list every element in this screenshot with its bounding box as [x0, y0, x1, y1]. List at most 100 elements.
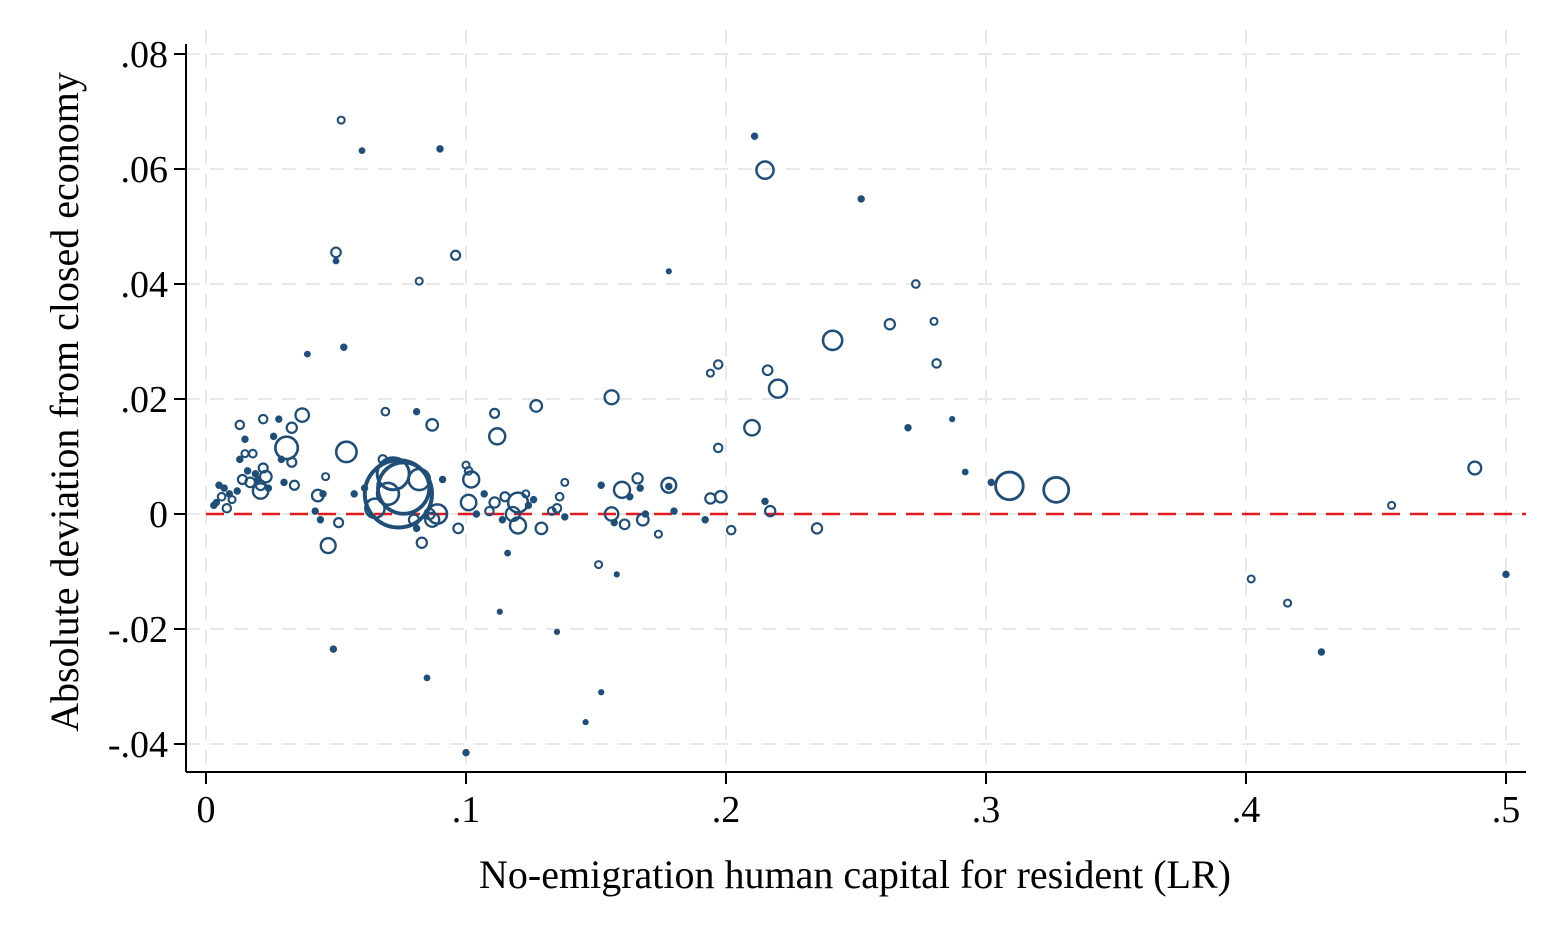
data-point [755, 160, 775, 180]
data-point [321, 472, 331, 482]
data-point [333, 517, 345, 529]
data-points [210, 115, 1510, 757]
data-point [987, 478, 995, 487]
data-point [961, 468, 969, 476]
data-point [750, 132, 759, 140]
y-tick-label: .06 [121, 149, 169, 191]
data-point [488, 496, 501, 509]
data-point [618, 518, 631, 531]
data-point [712, 442, 724, 454]
data-point [462, 748, 470, 757]
data-point [1246, 574, 1256, 584]
data-point [713, 489, 728, 504]
data-point [594, 560, 604, 570]
data-point [240, 449, 250, 459]
x-axis-title: No-emigration human capital for resident… [479, 852, 1231, 897]
data-point [810, 522, 824, 535]
data-point [459, 493, 478, 512]
data-point [534, 521, 549, 536]
axes: -.04 -.02 0 .02 .04 .06 .08 0 .1 .2 .3 .4 .5 [108, 34, 1526, 831]
data-point [524, 501, 533, 510]
data-point [857, 195, 865, 203]
data-point [362, 458, 434, 530]
data-point [561, 513, 569, 521]
data-point [472, 510, 481, 518]
data-point [701, 516, 709, 524]
data-point [425, 417, 440, 432]
data-point [487, 427, 507, 446]
data-point [705, 368, 715, 378]
x-tick-label: .2 [712, 789, 741, 831]
y-tick-label: .02 [121, 379, 169, 421]
data-point [612, 480, 632, 500]
data-point [904, 424, 912, 432]
data-point [330, 246, 342, 259]
data-point [423, 674, 431, 682]
data-point [821, 329, 844, 352]
data-point [264, 484, 273, 492]
data-point [233, 487, 241, 495]
data-point [597, 481, 605, 489]
data-point [883, 318, 897, 331]
data-point [243, 467, 252, 475]
data-point [216, 491, 227, 502]
data-point [598, 689, 605, 696]
data-point [704, 492, 717, 505]
data-point [236, 455, 244, 464]
data-point [438, 475, 447, 484]
data-point [234, 419, 246, 431]
data-point [665, 482, 673, 491]
data-point [288, 479, 300, 491]
data-point [380, 406, 391, 417]
data-point [220, 484, 228, 492]
data-point [415, 536, 428, 549]
data-point [743, 418, 761, 437]
x-tick-label: .5 [1492, 789, 1521, 831]
data-point [764, 504, 777, 518]
y-tick-label: -.04 [108, 724, 168, 766]
data-point [1283, 598, 1293, 608]
data-point [285, 421, 298, 434]
data-point [269, 432, 278, 441]
data-point [304, 350, 311, 358]
data-point [949, 416, 956, 423]
x-tick-label: 0 [197, 789, 216, 831]
data-point [610, 518, 618, 527]
data-point [761, 497, 769, 506]
y-tick-label: 0 [149, 494, 168, 536]
data-point [424, 511, 441, 528]
data-point [480, 490, 488, 498]
data-point [931, 358, 942, 369]
y-tick-label: .08 [121, 34, 169, 76]
data-point [294, 407, 311, 423]
data-point [244, 476, 257, 489]
data-point [1042, 475, 1071, 504]
data-point [641, 510, 650, 518]
data-point [426, 503, 449, 525]
data-point [227, 495, 237, 505]
data-point [275, 415, 283, 423]
data-point [626, 493, 634, 501]
data-point [319, 537, 337, 555]
data-point [274, 435, 300, 461]
data-point [329, 645, 338, 653]
data-point [631, 472, 644, 485]
data-point [286, 456, 298, 468]
data-point [376, 460, 432, 516]
data-point [414, 276, 424, 286]
grid [186, 30, 1526, 772]
data-point [496, 608, 503, 615]
data-point [553, 628, 561, 635]
data-point [336, 115, 346, 125]
data-point [551, 502, 563, 514]
data-point [412, 524, 421, 533]
data-point [504, 549, 511, 557]
data-point [767, 378, 789, 399]
data-point [508, 516, 528, 535]
data-point [332, 257, 340, 265]
data-point [761, 364, 774, 377]
data-point [910, 279, 921, 289]
data-point [560, 477, 570, 487]
data-point [484, 505, 495, 517]
data-point [498, 516, 507, 524]
